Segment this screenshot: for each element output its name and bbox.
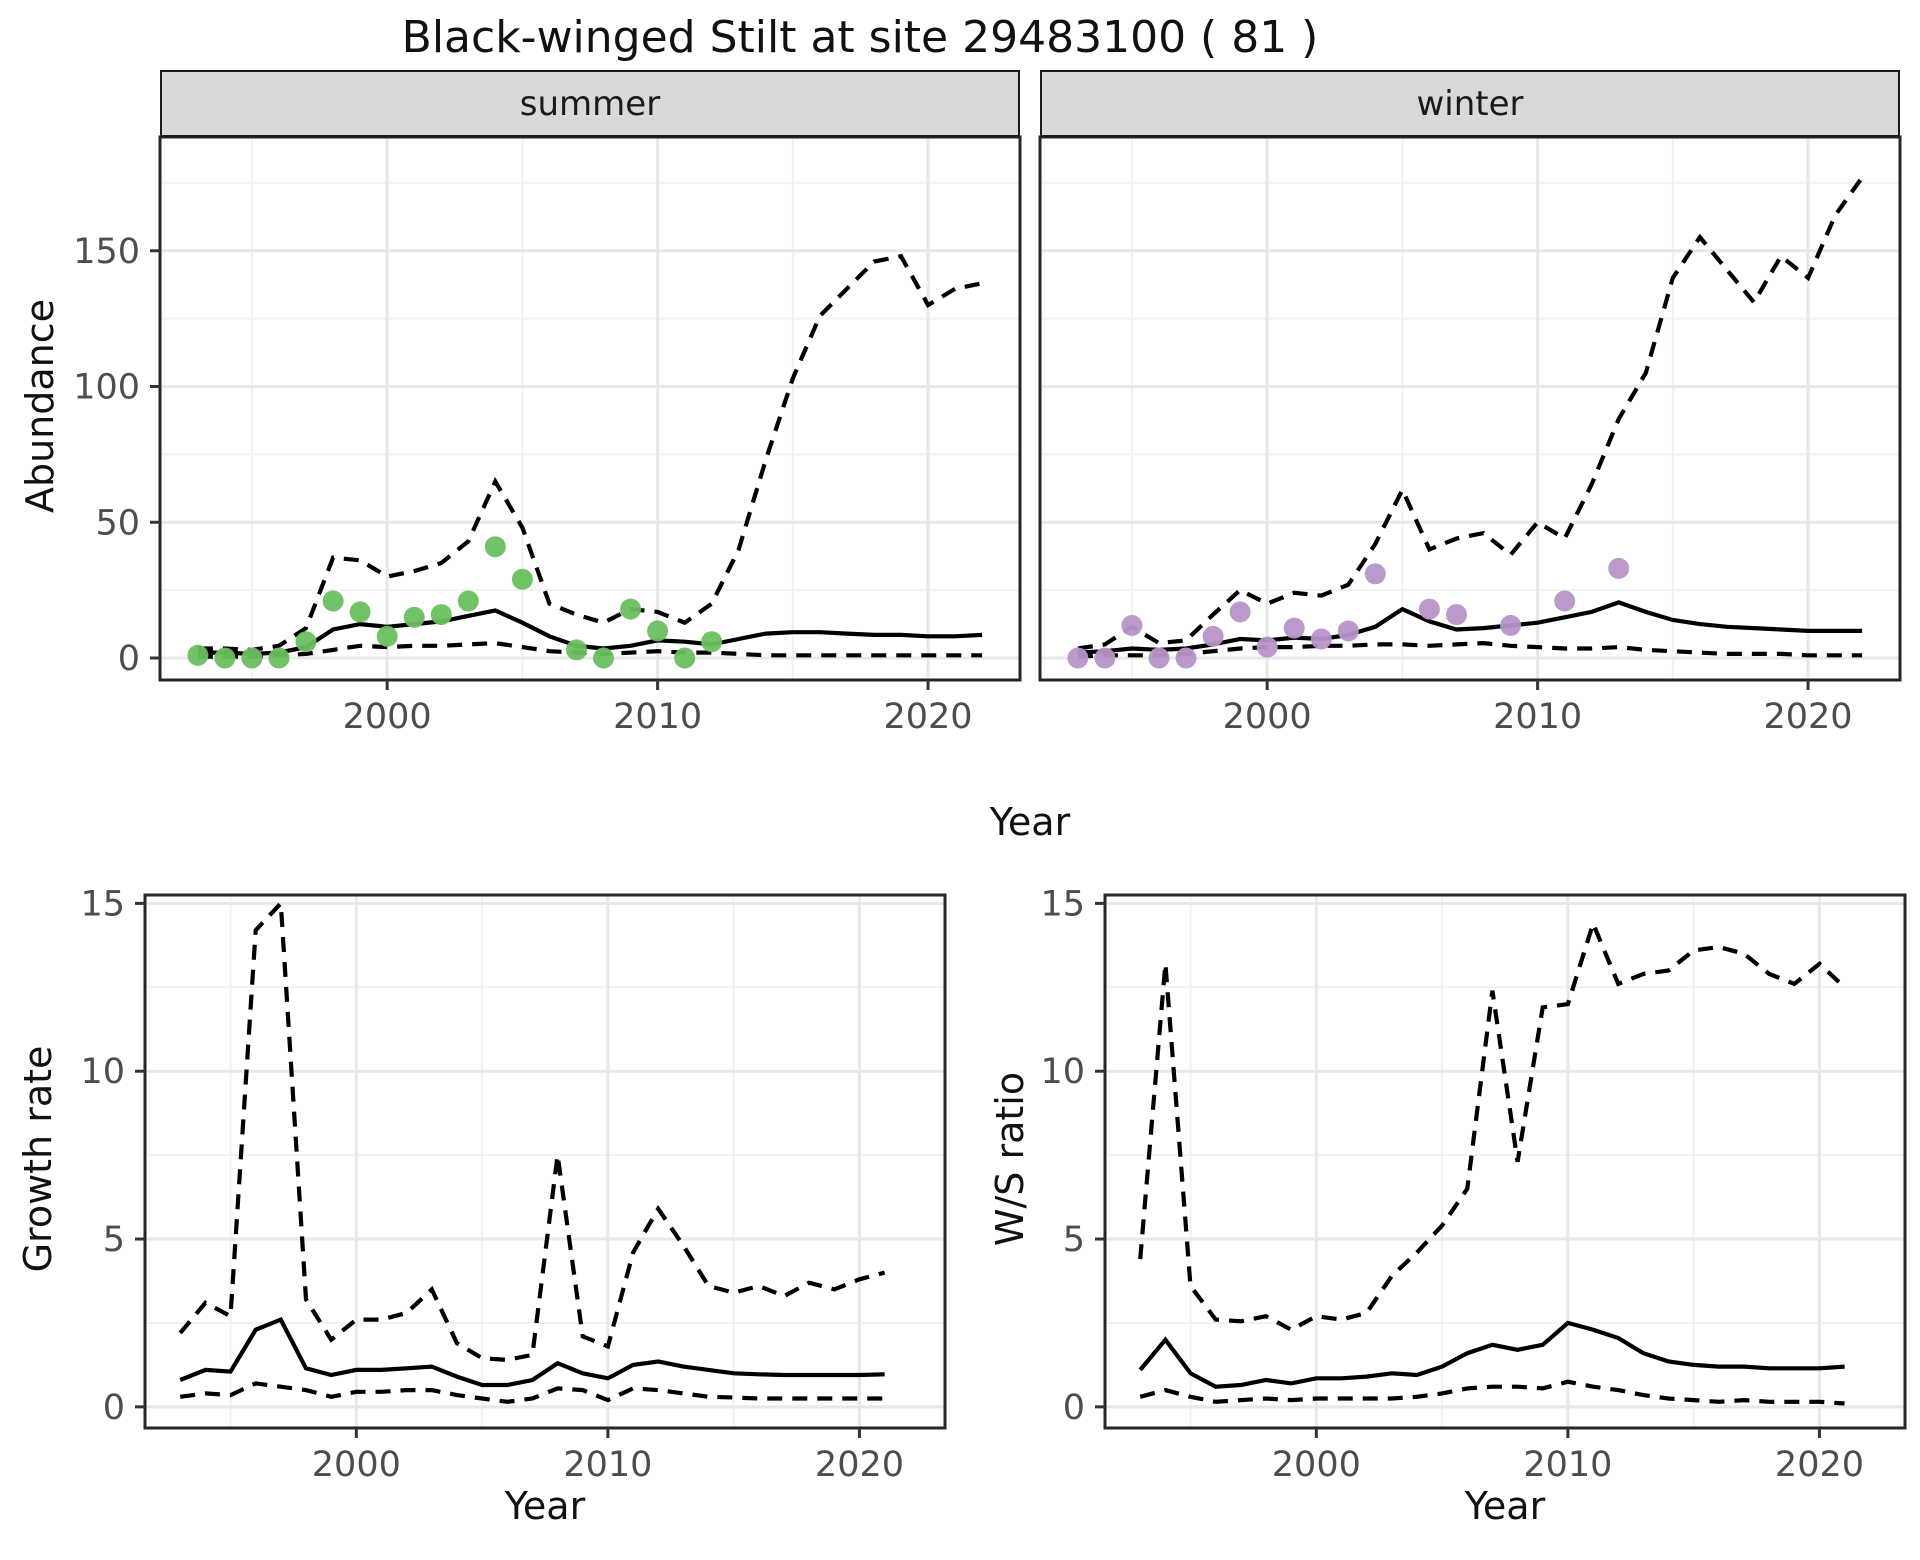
abundance-winter-observation-point <box>1067 647 1089 669</box>
ws-ratio-ci-lower-line <box>1139 1379 1845 1406</box>
abundance-summer-x-tick-label: 2010 <box>613 697 702 737</box>
facet-strip-winter-label: winter <box>1416 83 1524 124</box>
abundance-summer-observation-point <box>214 647 236 669</box>
abundance-winter-observation-point <box>1446 604 1467 626</box>
y-axis-title-abundance: Abundance <box>18 298 62 514</box>
abundance-summer-observation-point <box>484 536 506 558</box>
growth-rate-y-tick-label: 5 <box>103 1220 125 1260</box>
growth-rate-panel-bg <box>145 895 945 1428</box>
abundance-summer-observation-point <box>403 606 425 628</box>
abundance-summer-observation-point <box>322 590 344 612</box>
abundance-winter-panel-bg <box>1040 137 1900 680</box>
abundance-winter-observation-point <box>1310 628 1332 650</box>
abundance-summer-observation-point <box>674 647 696 669</box>
abundance-summer-observation-point <box>376 625 398 647</box>
abundance-winter-x-tick-label: 2000 <box>1223 697 1312 737</box>
abundance-winter-observation-point <box>1500 614 1522 636</box>
abundance-summer-panel-bg <box>160 137 1020 680</box>
abundance-winter-observation-point <box>1094 647 1116 669</box>
growth-rate-panel-border <box>143 893 947 1430</box>
facet-strip-summer: summer <box>160 70 1020 137</box>
abundance-summer-x-tick-label: 2000 <box>343 697 432 737</box>
abundance-summer-y-tick-label: 100 <box>73 368 140 408</box>
abundance-winter-ci-upper-line <box>1077 176 1864 651</box>
abundance-winter-observation-point <box>1148 647 1170 669</box>
abundance-summer-observation-point <box>241 647 263 669</box>
abundance-winter-observation-point <box>1337 620 1359 642</box>
abundance-summer-observation-point <box>187 644 209 666</box>
abundance-summer-y-tick-label: 50 <box>95 503 140 543</box>
abundance-summer-y-tick-label: 150 <box>73 232 140 272</box>
abundance-summer-fit-line <box>197 608 983 657</box>
abundance-winter-observation-point <box>1175 647 1197 669</box>
abundance-summer-observation-point <box>349 601 371 623</box>
abundance-summer-observation-point <box>268 647 290 669</box>
facet-strip-winter: winter <box>1040 70 1900 137</box>
abundance-summer-y-tick-label: 0 <box>118 639 140 679</box>
ws-ratio-x-tick-label: 2020 <box>1775 1445 1864 1485</box>
ws-ratio-fit-line <box>1138 1320 1845 1389</box>
ws-ratio-panel-bg <box>1105 895 1905 1428</box>
ws-ratio-y-tick-label: 10 <box>1040 1052 1085 1092</box>
abundance-summer-x-tick-label: 2020 <box>884 697 973 737</box>
abundance-summer-ci-lower-line <box>197 640 983 659</box>
abundance-winter-observation-point <box>1202 625 1224 647</box>
y-axis-title-growth-rate: Growth rate <box>16 1045 60 1273</box>
abundance-winter-observation-point <box>1283 617 1305 639</box>
growth-rate-x-tick-label: 2010 <box>563 1445 652 1485</box>
ws-ratio-y-tick-label: 15 <box>1040 884 1085 924</box>
x-axis-title-year-top: Year <box>989 800 1071 844</box>
plot-title: Black-winged Stilt at site 29483100 ( 81… <box>401 12 1319 63</box>
ws-ratio-x-tick-label: 2010 <box>1523 1445 1612 1485</box>
abundance-summer-observation-point <box>701 631 723 653</box>
abundance-summer-observation-point <box>295 631 317 653</box>
x-axis-title-year-ws: Year <box>1464 1484 1546 1528</box>
abundance-winter-observation-point <box>1229 601 1251 623</box>
abundance-winter-x-tick-label: 2020 <box>1764 697 1853 737</box>
growth-rate-y-tick-label: 15 <box>80 884 125 924</box>
abundance-winter-x-tick-label: 2010 <box>1493 697 1582 737</box>
ws-ratio-x-tick-label: 2000 <box>1272 1445 1361 1485</box>
abundance-summer-observation-point <box>566 639 587 661</box>
abundance-summer-observation-point <box>457 590 479 612</box>
abundance-summer-observation-point <box>430 604 452 626</box>
ws-ratio-y-tick-label: 0 <box>1063 1388 1085 1428</box>
ws-ratio-panel-border <box>1103 893 1907 1430</box>
growth-rate-x-tick-label: 2020 <box>815 1445 904 1485</box>
ws-ratio-y-tick-label: 5 <box>1063 1220 1085 1260</box>
abundance-winter-panel-border <box>1038 135 1902 682</box>
growth-rate-y-tick-label: 10 <box>80 1052 125 1092</box>
abundance-summer-observation-point <box>511 568 533 590</box>
abundance-summer-observation-point <box>593 647 614 669</box>
abundance-winter-observation-point <box>1364 563 1386 585</box>
y-axis-title-ws-ratio: W/S ratio <box>988 1071 1032 1247</box>
growth-rate-ci-upper-line <box>178 898 886 1363</box>
abundance-winter-observation-point <box>1121 614 1143 636</box>
growth-rate-y-tick-label: 0 <box>103 1388 125 1428</box>
growth-rate-fit-line <box>179 1316 885 1388</box>
abundance-winter-observation-point <box>1256 636 1278 658</box>
growth-rate-x-tick-label: 2000 <box>312 1445 401 1485</box>
abundance-summer-observation-point <box>647 620 669 642</box>
abundance-summer-panel-border <box>158 135 1022 682</box>
abundance-winter-ci-lower-line <box>1077 640 1863 659</box>
ws-ratio-ci-upper-line <box>1138 917 1847 1333</box>
abundance-summer-ci-upper-line <box>197 253 983 653</box>
abundance-winter-observation-point <box>1418 598 1440 620</box>
abundance-winter-observation-point <box>1554 590 1576 612</box>
x-axis-title-year-growth: Year <box>504 1484 586 1528</box>
growth-rate-ci-lower-line <box>179 1381 885 1404</box>
abundance-summer-observation-point <box>620 598 642 620</box>
facet-strip-summer-label: summer <box>519 83 661 124</box>
abundance-winter-observation-point <box>1608 557 1630 579</box>
